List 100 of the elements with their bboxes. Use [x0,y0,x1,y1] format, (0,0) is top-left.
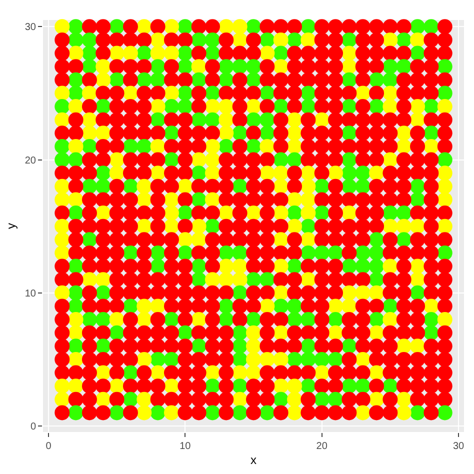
point [178,405,193,420]
point [424,152,439,168]
point [300,46,316,61]
point [178,32,193,48]
point [122,19,138,34]
point [109,312,124,328]
point [150,285,166,300]
point [369,19,384,34]
point [136,245,152,260]
point [369,298,384,314]
point [164,178,179,194]
point [260,338,275,354]
point [54,99,70,114]
point [355,325,370,340]
point [287,392,302,407]
point [355,99,370,114]
point [191,59,206,74]
point [424,206,439,221]
point [355,378,370,394]
point [109,32,124,48]
point [410,365,426,380]
point [178,152,193,168]
point [164,19,179,34]
point [150,86,166,101]
point [122,46,138,61]
point [82,352,97,367]
y-tick-label: 20 [24,155,36,166]
point [191,138,206,154]
point [96,32,111,48]
point [136,112,152,128]
point [410,138,426,154]
point [328,272,344,288]
point [178,352,193,367]
point [68,392,84,407]
point [232,258,248,274]
point [260,285,275,300]
point [204,166,220,181]
point [300,178,316,194]
point [396,245,412,260]
point [136,126,152,141]
point [136,392,152,407]
point [410,245,426,260]
point [232,152,248,168]
point [54,59,70,74]
point [410,232,426,248]
point [150,19,166,34]
point [410,312,426,328]
point [136,59,152,74]
point [136,298,152,314]
y-axis-title: y [4,223,18,229]
point [410,59,426,74]
point [437,138,452,154]
point [122,325,138,340]
point [54,312,70,328]
point [314,126,330,141]
point [342,298,357,314]
point [314,152,330,168]
point [273,72,288,88]
point [287,72,302,88]
point [82,86,97,101]
point [424,405,439,420]
point [437,19,452,34]
point [96,232,111,248]
point [437,272,452,288]
point [382,365,398,380]
point [396,152,412,168]
point [109,285,124,300]
point [355,152,370,168]
point [68,192,84,208]
point [122,312,138,328]
point [136,338,152,354]
point [328,378,344,394]
point [218,232,234,248]
point [396,178,412,194]
point [178,392,193,407]
point [191,325,206,340]
point [96,72,111,88]
point [437,245,452,260]
point [328,72,344,88]
point [328,112,344,128]
point [355,19,370,34]
point [218,272,234,288]
point [96,178,111,194]
point [54,72,70,88]
point [369,285,384,300]
point [164,46,179,61]
point [164,72,179,88]
point [122,192,138,208]
point [164,272,179,288]
point [424,59,439,74]
point [54,232,70,248]
point [204,258,220,274]
point [314,166,330,181]
point [355,126,370,141]
point [164,338,179,354]
point [300,365,316,380]
point [382,285,398,300]
point [424,272,439,288]
point [122,59,138,74]
x-tick-label: 20 [316,441,328,452]
